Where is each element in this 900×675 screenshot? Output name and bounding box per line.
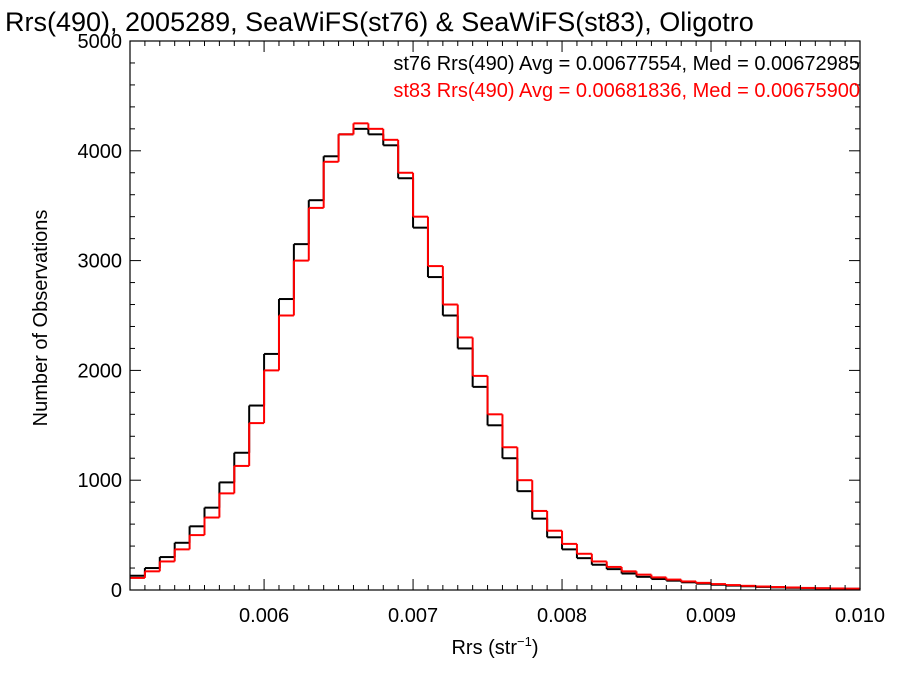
- x-tick-label: 0.010: [835, 605, 885, 627]
- x-tick-label: 0.008: [537, 605, 587, 627]
- y-tick-label: 1000: [78, 470, 123, 492]
- legend-entry-st76: st76 Rrs(490) Avg = 0.00677554, Med = 0.…: [393, 53, 860, 75]
- x-axis-label-suffix: ): [532, 637, 539, 659]
- x-axis-label-superscript: −1: [517, 634, 532, 649]
- axes: 0.006 0.007 0.008 0.009 0.010 0 1000 2000 3000 40…: [78, 31, 886, 627]
- y-tick-label: 4000: [78, 141, 123, 163]
- y-axis-label: Number of Observations: [30, 210, 52, 427]
- y-tick-label: 2000: [78, 360, 123, 382]
- x-tick-label: 0.007: [388, 605, 438, 627]
- plot-frame: [129, 40, 861, 591]
- series-1: [130, 122, 861, 590]
- chart-title: Rrs(490), 2005289, SeaWiFS(st76) & SeaWi…: [5, 7, 754, 37]
- y-tick-label: 5000: [78, 31, 123, 53]
- y-tick-label: 0: [111, 580, 122, 602]
- legend-entry-st83: st83 Rrs(490) Avg = 0.00681836, Med = 0.…: [393, 80, 860, 102]
- plot-area: [130, 122, 861, 590]
- x-tick-label: 0.009: [686, 605, 736, 627]
- x-axis-label-main: Rrs (str: [451, 637, 517, 659]
- y-tick-label: 3000: [78, 251, 123, 273]
- x-tick-label: 0.006: [239, 605, 289, 627]
- x-axis-label: Rrs (str−1): [451, 634, 538, 659]
